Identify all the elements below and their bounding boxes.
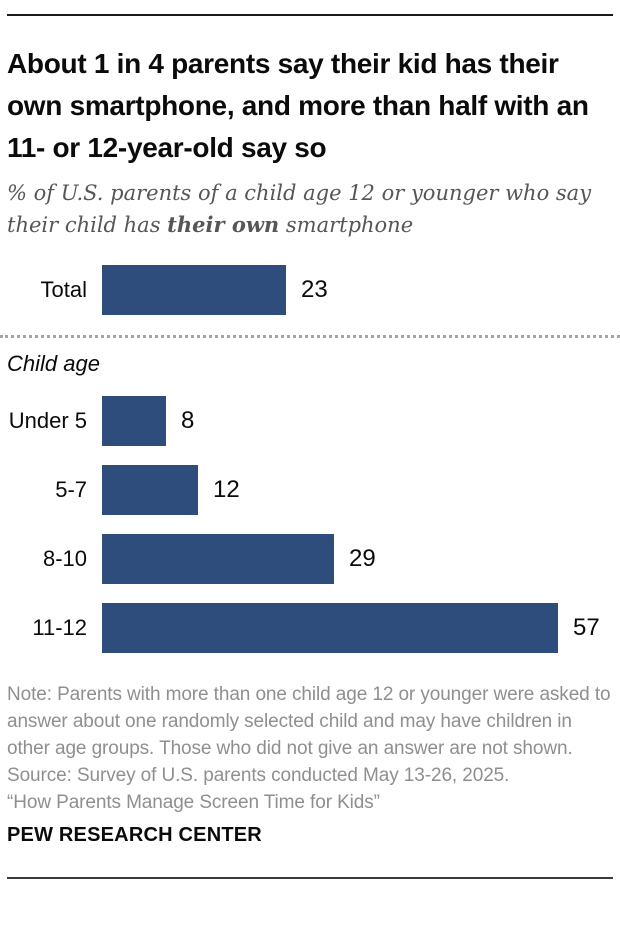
bar: [102, 534, 334, 584]
bar-value: 23: [301, 276, 328, 303]
bar-value: 12: [213, 476, 240, 503]
chart-subtitle: % of U.S. parents of a child age 12 or y…: [7, 177, 613, 241]
subtitle-prefix: % of U.S. parents of a child age 12 or y…: [7, 181, 592, 237]
bar-chart: Total 23 Child age Under 5 8 5-7 12 8-10 29 11-…: [0, 265, 620, 653]
bar-row: Total 23: [7, 265, 613, 315]
group-label: Child age: [7, 351, 100, 376]
note-text: Note: Parents with more than one child a…: [7, 684, 611, 759]
bar-label: 5-7: [55, 477, 87, 502]
source-text: Source: Survey of U.S. parents conducted…: [7, 765, 510, 786]
footnotes: Note: Parents with more than one child a…: [7, 681, 613, 816]
bar-row: 11-12 57: [7, 603, 613, 653]
bar-row: 8-10 29: [7, 534, 613, 584]
total-bar-section: Total 23: [7, 265, 613, 315]
bar-label: 11-12: [32, 615, 87, 640]
bar-value: 57: [573, 614, 600, 641]
section-divider: [0, 335, 620, 338]
bar-row: 5-7 12: [7, 465, 613, 515]
bar: [102, 396, 166, 446]
age-bar-section: Under 5 8 5-7 12 8-10 29 11-12 57: [7, 396, 613, 653]
bar-row: Under 5 8: [7, 396, 613, 446]
subtitle-suffix: smartphone: [279, 213, 414, 237]
bar-label: Total: [40, 277, 87, 302]
bar-value: 8: [181, 407, 195, 434]
bar-label: Under 5: [8, 408, 87, 433]
chart-title: About 1 in 4 parents say their kid has t…: [7, 48, 589, 163]
top-rule: [7, 14, 613, 16]
bar-value: 29: [349, 545, 376, 572]
subtitle-emphasis: their own: [167, 212, 280, 237]
bottom-rule: [7, 877, 613, 879]
report-title-text: “How Parents Manage Screen Time for Kids…: [7, 792, 380, 813]
bar-label: 8-10: [42, 546, 87, 571]
bar: [102, 603, 558, 653]
bar: [102, 265, 286, 315]
bar: [102, 465, 198, 515]
brand-footer: PEW RESEARCH CENTER: [7, 824, 262, 846]
